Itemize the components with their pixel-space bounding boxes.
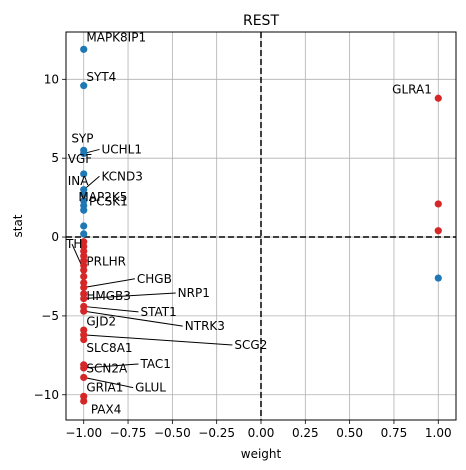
data-point: [434, 227, 442, 235]
y-axis-ticks: −10 −5 0 5 10: [34, 72, 66, 402]
point-labels: MAPK8IP1 SYT4 GLRA1 SYP UCHL1 VGF KCND3 INA MAP2…: [65, 30, 432, 416]
point-label: PAX4: [91, 403, 122, 417]
point-label: GRIA1: [86, 381, 123, 395]
point-label: SYP: [71, 131, 93, 145]
label-leader-line: [83, 292, 176, 300]
label-leaders: [71, 148, 233, 389]
x-tick-label: −0.25: [198, 426, 235, 440]
data-point: [80, 373, 88, 382]
label-leader-line: [83, 278, 135, 289]
y-tick-label: −5: [41, 309, 59, 323]
x-axis-ticks: −1.00 −0.75 −0.50 −0.25 0.00 0.25 0.50 0.75 1.00: [65, 420, 452, 440]
x-tick-label: 0.00: [248, 426, 275, 440]
x-tick-label: 1.00: [425, 426, 452, 440]
point-label: UCHL1: [101, 142, 142, 156]
point-label: STAT1: [140, 305, 176, 319]
label-leader-line: [83, 363, 139, 369]
data-point: [80, 283, 88, 292]
data-point: [80, 45, 88, 53]
point-label: HMGB3: [86, 289, 131, 303]
label-leader-line: [83, 305, 139, 313]
data-point: [80, 206, 88, 214]
label-leader-line: [83, 310, 183, 327]
data-point: [434, 200, 442, 208]
x-tick-label: −1.00: [65, 426, 102, 440]
label-leader-line: [83, 376, 134, 389]
point-label: SCG2: [234, 338, 267, 352]
data-points: [80, 45, 442, 405]
data-point: [80, 307, 88, 315]
point-label: TAC1: [139, 357, 170, 371]
data-point: [80, 190, 88, 199]
point-label: CHGB: [137, 272, 172, 286]
data-point: [80, 230, 88, 238]
y-tick-label: 5: [51, 151, 59, 165]
point-label: SCN2A: [86, 362, 128, 376]
data-point: [80, 149, 88, 158]
y-axis-label: stat: [11, 214, 25, 237]
data-point: [80, 82, 88, 90]
data-point: [80, 335, 88, 344]
point-label: PRLHR: [86, 254, 126, 268]
data-point: [434, 274, 442, 282]
point-label: MAPK8IP1: [86, 30, 146, 44]
y-tick-label: 0: [51, 230, 59, 244]
point-label: GLUL: [135, 381, 166, 395]
data-point: [80, 272, 88, 281]
data-point: [80, 222, 88, 230]
chart-title: REST: [243, 13, 279, 29]
point-label: GJD2: [86, 314, 116, 328]
label-leader-line: [83, 334, 233, 346]
data-point: [80, 266, 88, 274]
y-tick-label: −10: [34, 388, 59, 402]
point-label: NTRK3: [185, 319, 225, 333]
data-point: [80, 294, 88, 303]
x-tick-label: −0.50: [154, 426, 191, 440]
data-point: [80, 364, 88, 372]
x-tick-label: 0.75: [381, 426, 408, 440]
point-label: TH: [65, 237, 82, 251]
x-axis-label: weight: [241, 447, 282, 461]
x-tick-label: 0.25: [292, 426, 319, 440]
point-label: PCSK1: [89, 194, 128, 208]
point-label: VGF: [68, 152, 93, 166]
data-point: [80, 170, 88, 178]
data-point: [80, 397, 88, 405]
point-label: MAP2K5: [78, 190, 127, 204]
data-point: [434, 94, 442, 102]
point-label: SYT4: [86, 70, 116, 84]
reference-lines: [66, 32, 456, 420]
point-label: GLRA1: [392, 83, 432, 97]
x-tick-label: −0.75: [110, 426, 147, 440]
point-label: KCND3: [101, 169, 142, 183]
point-label: SLC8A1: [86, 341, 132, 355]
point-label: NRP1: [178, 286, 210, 300]
x-tick-label: 0.50: [336, 426, 363, 440]
y-tick-label: 10: [44, 72, 59, 86]
point-label: INA: [68, 174, 90, 188]
